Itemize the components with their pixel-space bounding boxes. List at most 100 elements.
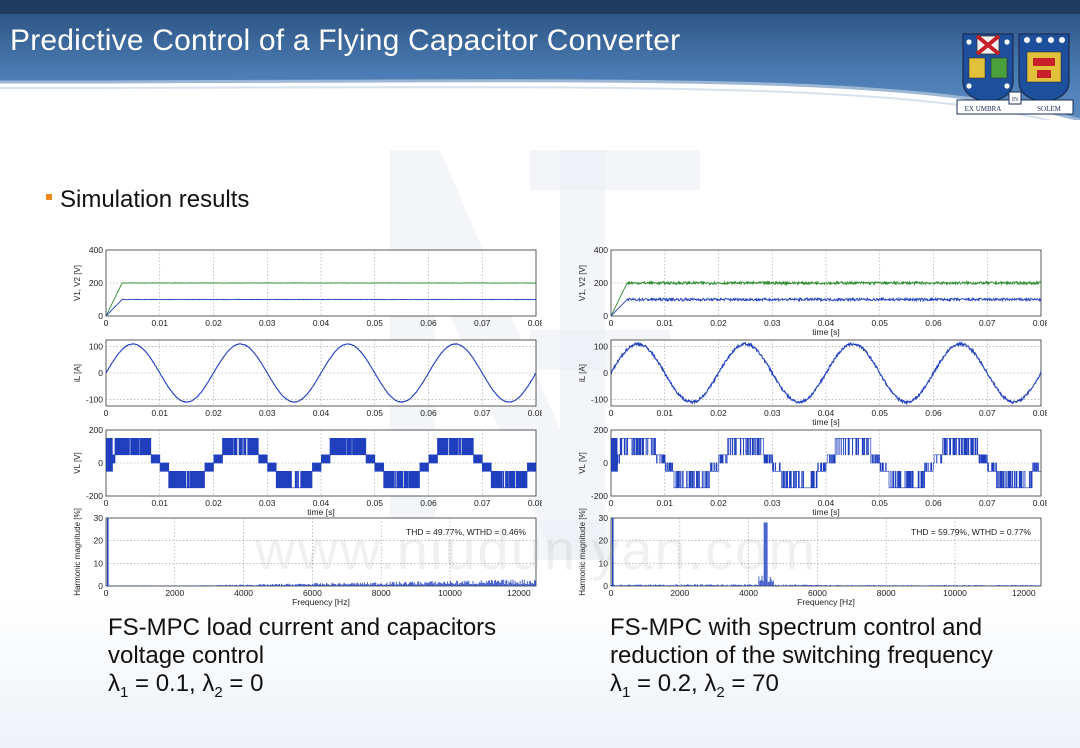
y-tick-label: -100	[591, 394, 608, 404]
y-axis-label: V1, V2 [V]	[73, 265, 82, 301]
x-tick-label: 0.01	[656, 318, 673, 328]
series-line	[611, 437, 1041, 489]
figure-left-panel-1: 0 0.01 0.02 0.03 0.04 0.05 0.06 0.07 0.08 0 200 400…	[73, 245, 542, 328]
y-tick-label: 0	[98, 368, 103, 378]
y-tick-label: 0	[98, 458, 103, 468]
x-tick-label: 0.03	[764, 408, 781, 418]
plot-traces	[106, 518, 536, 586]
x-tick-label: 0.04	[818, 408, 835, 418]
caption-left-lambdas: λ1 = 0.1, λ2 = 0	[108, 670, 264, 701]
x-tick-label: 0.02	[205, 408, 222, 418]
x-tick-label: 0.04	[313, 498, 330, 508]
x-tick-label: 0.03	[259, 318, 276, 328]
series-line	[106, 282, 536, 316]
y-tick-label: 0	[603, 311, 608, 321]
y-axis-label: Harmonic magnitude [%]	[578, 508, 587, 596]
plot-traces	[611, 340, 1041, 406]
x-tick-label: 0	[104, 408, 109, 418]
x-tick-label: 0.08	[528, 318, 542, 328]
caption-left-line2: voltage control	[108, 642, 265, 669]
x-tick-label: 0.07	[474, 498, 491, 508]
logo-motto-right: SOLEM	[1037, 105, 1062, 113]
y-tick-label: 30	[599, 513, 609, 523]
x-tick-label: 0	[609, 408, 614, 418]
figure-right: 0 0.01 0.02 0.03 0.04 0.05 0.06 0.07 0.080200400…	[578, 245, 1047, 607]
figure-left-panel-3: 0 0.01 0.02 0.03 0.04 0.05 0.06 0.07 0.08-200020…	[73, 425, 542, 517]
x-tick-label: 0.01	[151, 408, 168, 418]
x-tick-label: 12000	[507, 588, 531, 598]
x-axis-label: Frequency [Hz]	[797, 597, 855, 607]
y-tick-label: -200	[591, 491, 608, 501]
x-tick-label: 0.06	[420, 318, 437, 328]
x-tick-label: 0.08	[528, 498, 542, 508]
y-tick-label: 0	[98, 581, 103, 591]
logo-motto-left: EX UMBRA	[965, 105, 1002, 113]
y-axis-label: V1, V2 [V]	[578, 265, 587, 301]
y-tick-label: 100	[89, 342, 103, 352]
bullet-text: Simulation results	[60, 186, 250, 213]
x-tick-label: 0.05	[871, 318, 888, 328]
bullet-item: Simulation results	[46, 186, 249, 214]
x-tick-label: 0.07	[979, 408, 996, 418]
plot-traces	[611, 518, 1041, 586]
figure-left-panel-2: 0 0.01 0.02 0.03 0.04 0.05 0.06 0.07 0.08-100010…	[73, 339, 542, 418]
plot-area	[105, 517, 537, 587]
x-tick-label: 0.08	[1033, 318, 1047, 328]
series-line	[611, 340, 1041, 406]
y-tick-label: 200	[89, 278, 103, 288]
x-tick-label: 0	[609, 318, 614, 328]
header-band	[0, 0, 1080, 120]
y-axis-label: iL [A]	[73, 364, 82, 382]
x-tick-label: 0.08	[1033, 498, 1047, 508]
x-tick-label: 0.04	[313, 408, 330, 418]
y-tick-label: 0	[98, 311, 103, 321]
thd-annotation: THD = 59.79%, WTHD = 0.77%	[911, 527, 1031, 537]
y-tick-label: 0	[603, 581, 608, 591]
x-tick-label: 0	[104, 588, 109, 598]
y-tick-label: 10	[599, 558, 609, 568]
x-axis-label: time [s]	[812, 507, 839, 517]
figure-right-panel-4: 0 2000 4000 6000 8000 10000 12000 0 10 20 30 Harmon…	[578, 508, 1042, 607]
x-tick-label: 12000	[1012, 588, 1036, 598]
x-tick-label: 0.02	[205, 318, 222, 328]
plot-traces	[106, 437, 536, 489]
y-axis-label: iL [A]	[578, 364, 587, 382]
caption-right-line2: reduction of the switching frequency	[610, 642, 993, 669]
x-tick-label: 2000	[670, 588, 689, 598]
x-tick-label: 0.02	[710, 498, 727, 508]
y-tick-label: 400	[89, 245, 103, 255]
x-tick-label: 0.01	[151, 498, 168, 508]
x-tick-label: 0.05	[871, 408, 888, 418]
caption-left-line1: FS-MPC load current and capacitors	[108, 614, 497, 641]
watermark-text: www.niuduniyan.com	[255, 518, 818, 581]
y-tick-label: -100	[86, 394, 103, 404]
x-tick-label: 0.05	[366, 318, 383, 328]
caption-right-line1: FS-MPC with spectrum control and	[610, 614, 983, 641]
x-tick-label: 0.07	[979, 318, 996, 328]
x-tick-label: 0.03	[764, 318, 781, 328]
y-tick-label: 200	[89, 425, 103, 435]
x-tick-label: 6000	[808, 588, 827, 598]
x-axis-label: Frequency [Hz]	[292, 597, 350, 607]
x-tick-label: 6000	[303, 588, 322, 598]
y-tick-label: 20	[94, 536, 104, 546]
y-tick-label: 10	[94, 558, 104, 568]
x-tick-label: 0.05	[366, 408, 383, 418]
x-tick-label: 0.08	[1033, 408, 1047, 418]
x-tick-label: 0.05	[366, 498, 383, 508]
x-tick-label: 0.01	[656, 408, 673, 418]
caption-right-lambdas: λ1 = 0.2, λ2 = 70	[610, 670, 779, 701]
x-tick-label: 0.06	[420, 408, 437, 418]
x-tick-label: 0.06	[420, 498, 437, 508]
x-tick-label: 8000	[877, 588, 896, 598]
x-tick-label: 0.03	[764, 498, 781, 508]
plot-area	[610, 517, 1042, 587]
y-tick-label: 30	[94, 513, 104, 523]
x-tick-label: 0	[609, 498, 614, 508]
plot-traces	[611, 279, 1041, 316]
x-axis-label: time [s]	[307, 507, 334, 517]
y-axis-label: Harmonic magnitude [%]	[73, 508, 82, 596]
series-line	[106, 437, 536, 489]
x-tick-label: 0.06	[925, 318, 942, 328]
